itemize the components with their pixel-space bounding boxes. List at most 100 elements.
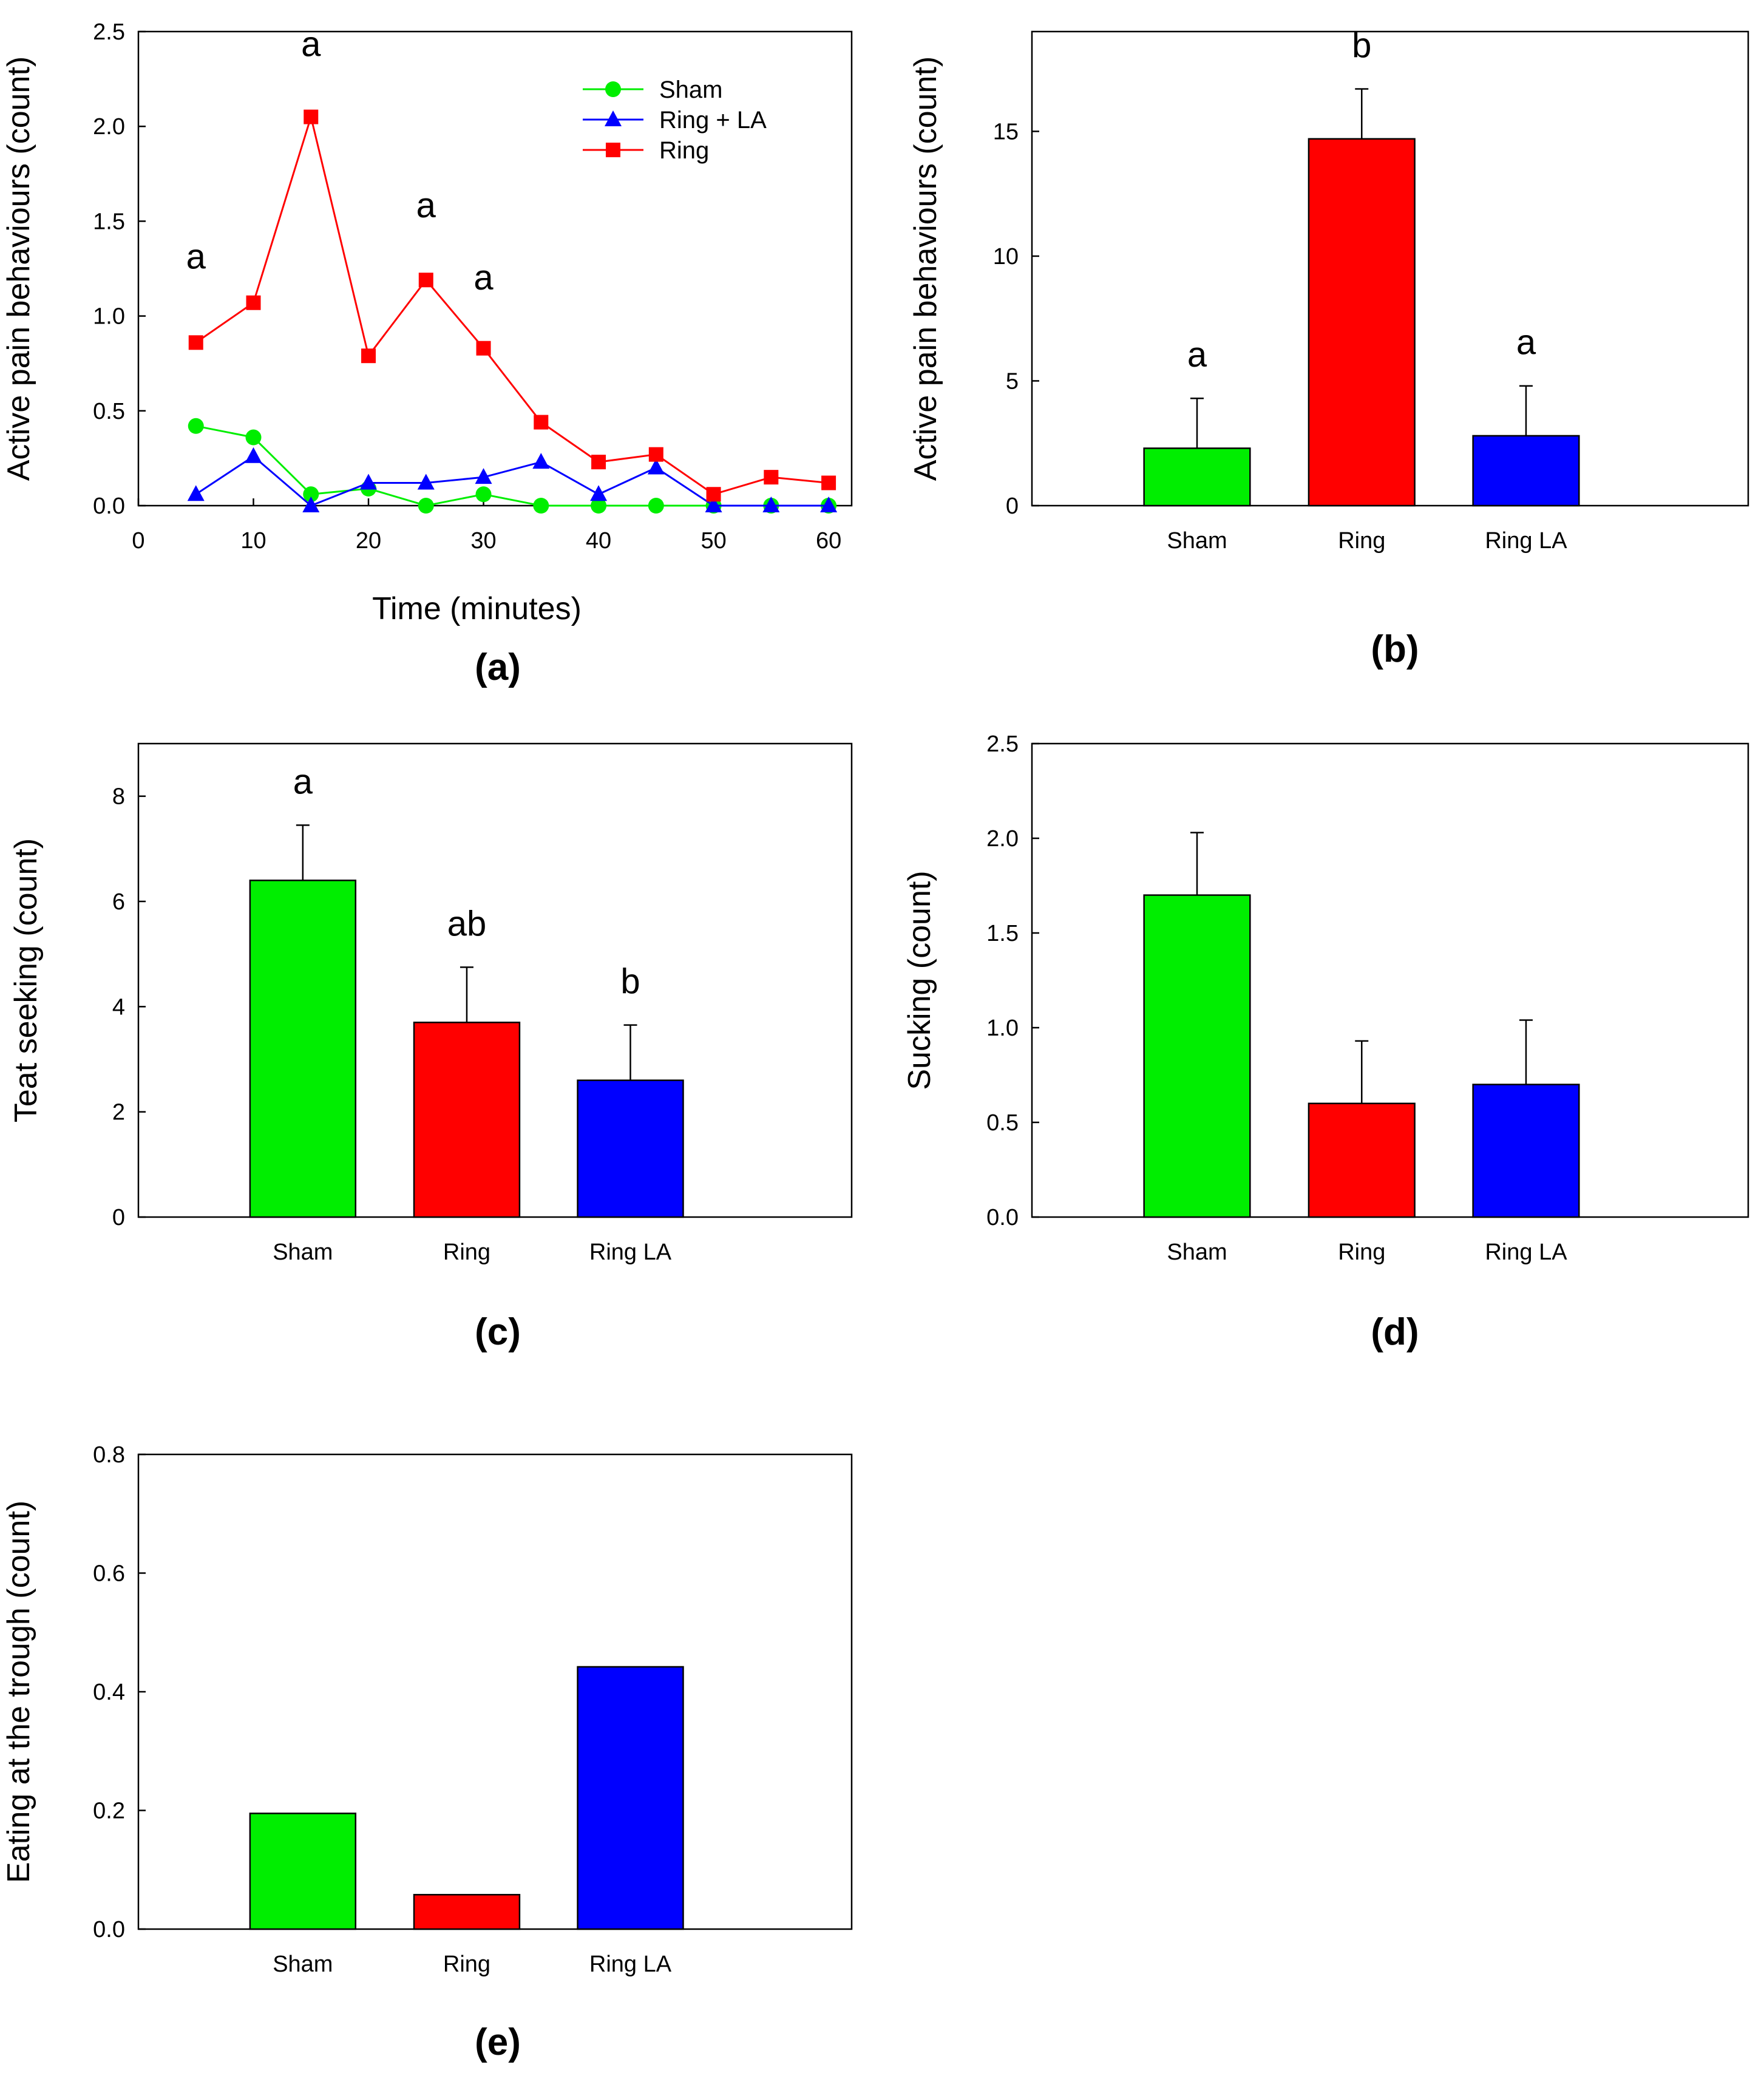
data-point <box>187 485 205 501</box>
significance-letter: a <box>293 762 313 801</box>
legend-marker <box>605 110 622 126</box>
panel-b-bar-chart: Active pain behaviours (count) (b) 0 5 10 15 S… <box>908 26 1749 670</box>
series-line <box>195 113 829 495</box>
data-point <box>361 348 376 364</box>
x-tick-label: Ring LA <box>589 1952 672 1977</box>
data-point <box>188 335 203 350</box>
data-point <box>475 486 492 503</box>
data-point <box>188 418 204 434</box>
y-tick-label: 0.0 <box>986 1205 1019 1230</box>
plot-frame <box>137 30 853 507</box>
significance-letter: b <box>620 962 640 1002</box>
bar <box>577 1079 684 1218</box>
legend-label: Sham <box>659 76 723 103</box>
y-tick-label: 0.2 <box>93 1799 125 1824</box>
data-point <box>648 447 663 462</box>
data-point <box>764 470 779 485</box>
legend-label: Ring + LA <box>659 107 767 134</box>
y-tick-label: 0.8 <box>93 1442 125 1468</box>
data-point <box>762 497 780 512</box>
y-tick-label: 6 <box>112 889 125 915</box>
y-tick-label: 0.4 <box>93 1680 125 1705</box>
panel-label: (e) <box>475 2021 521 2063</box>
bar <box>249 1813 357 1930</box>
series-line <box>195 425 829 507</box>
y-tick-label: 10 <box>993 244 1019 270</box>
data-point <box>706 487 721 502</box>
data-point <box>590 485 608 501</box>
data-point <box>246 295 261 310</box>
significance-letter: a <box>473 258 494 297</box>
legend-marker <box>606 143 620 157</box>
panel-d-bar-chart: Sucking (count) (d) 0.0 0.5 1.0 1.5 2.0 2.5 Sham… <box>902 731 1749 1353</box>
data-point <box>304 109 319 124</box>
significance-letter: a <box>1516 323 1536 362</box>
significance-letter: a <box>416 186 436 225</box>
y-tick-label: 0.0 <box>93 1917 125 1942</box>
panel-label: (c) <box>475 1311 521 1353</box>
y-tick-label: 0 <box>112 1205 125 1230</box>
data-point <box>591 455 606 470</box>
significance-letter: a <box>301 25 321 64</box>
x-tick-label: 60 <box>816 528 841 554</box>
y-tick-label: 0 <box>1006 494 1019 519</box>
y-tick-label: 2.5 <box>93 19 125 45</box>
y-axis-title: Teat seeking (count) <box>8 838 44 1122</box>
y-tick-label: 5 <box>1006 368 1019 394</box>
data-point <box>532 453 550 469</box>
data-point <box>475 468 492 484</box>
data-point <box>647 458 665 475</box>
bar <box>1472 1084 1580 1218</box>
x-tick-label: Sham <box>1167 528 1227 554</box>
x-tick-label: 40 <box>586 528 611 554</box>
data-point <box>302 497 320 512</box>
data-point <box>648 498 664 514</box>
data-point <box>534 415 549 430</box>
x-tick-label: 20 <box>356 528 381 554</box>
panel-label: (b) <box>1371 628 1419 670</box>
y-tick-label: 1.0 <box>986 1016 1019 1041</box>
panel-c-bar-chart: Teat seeking (count) (c) 0 2 4 6 8 Sham a Ring ab R… <box>8 742 853 1353</box>
y-tick-label: 2.0 <box>986 826 1019 852</box>
y-tick-label: 1.5 <box>986 921 1019 946</box>
panel-label: (a) <box>475 646 521 688</box>
panel-a-line-chart: Active pain behaviours (count) (a) Time (m… <box>1 19 853 688</box>
data-point <box>245 447 262 463</box>
bar <box>1143 894 1251 1218</box>
series-line <box>195 455 829 507</box>
data-point <box>418 273 433 288</box>
data-point <box>418 498 434 514</box>
y-tick-label: 1.5 <box>93 209 125 234</box>
y-axis-title: Active pain behaviours (count) <box>1 56 36 481</box>
plot-frame <box>137 1453 853 1930</box>
y-axis-title: Sucking (count) <box>902 870 937 1090</box>
x-tick-label: Ring <box>1338 1240 1385 1265</box>
x-tick-label: Sham <box>273 1240 333 1265</box>
y-tick-label: 1.0 <box>93 304 125 330</box>
data-point <box>417 473 435 490</box>
y-tick-label: 2 <box>112 1100 125 1125</box>
significance-letter: a <box>1187 335 1207 375</box>
data-point <box>245 429 262 446</box>
data-point <box>821 475 836 490</box>
x-tick-label: Ring <box>1338 528 1385 554</box>
data-point <box>533 498 549 514</box>
y-tick-label: 8 <box>112 784 125 810</box>
y-tick-label: 0.0 <box>93 494 125 519</box>
x-tick-label: Sham <box>1167 1240 1227 1265</box>
data-point <box>360 473 378 490</box>
bar <box>577 1666 684 1930</box>
y-axis-title: Eating at the trough (count) <box>1 1501 36 1883</box>
x-tick-label: 10 <box>240 528 266 554</box>
bar <box>413 1894 521 1930</box>
data-point <box>705 497 722 512</box>
bar <box>1143 447 1251 507</box>
panel-label: (d) <box>1371 1311 1419 1353</box>
x-tick-label: Ring LA <box>1485 1240 1567 1265</box>
y-tick-label: 4 <box>112 994 125 1020</box>
y-axis-title: Active pain behaviours (count) <box>908 56 943 481</box>
data-point <box>303 486 319 503</box>
legend-label: Ring <box>659 137 709 164</box>
